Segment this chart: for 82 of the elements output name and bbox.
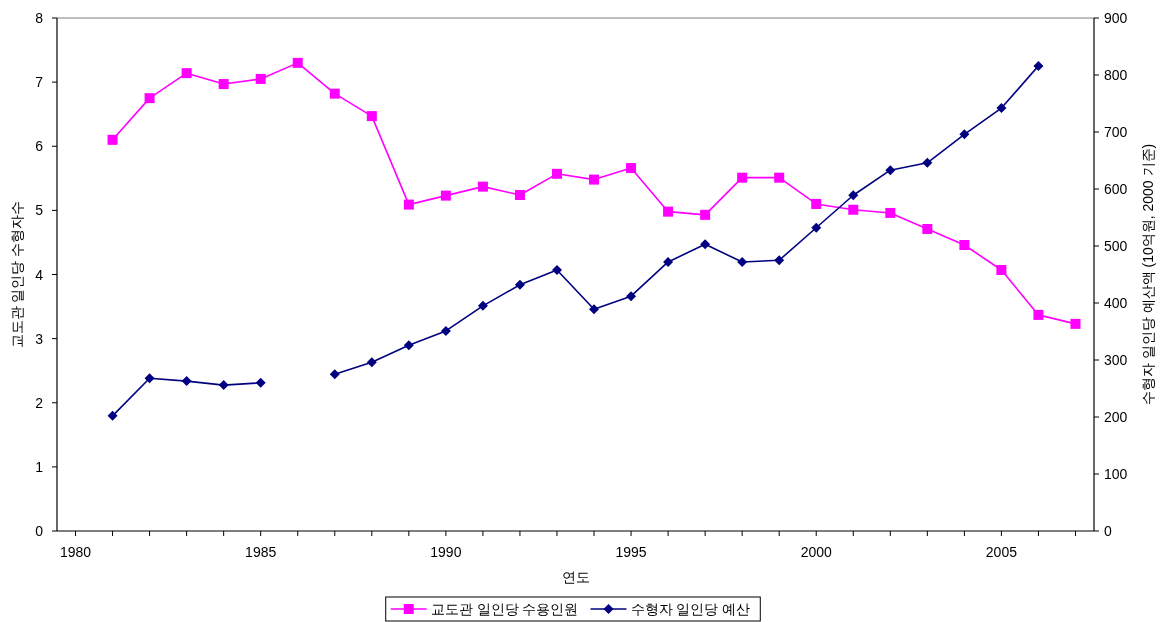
x-tick-label: 1980: [59, 544, 92, 560]
x-tick-label: 2000: [800, 544, 833, 560]
y-tick-label: 4: [35, 266, 44, 283]
point: [144, 373, 155, 384]
point: [218, 79, 229, 90]
point: [107, 134, 118, 145]
point: [885, 165, 896, 176]
point: [514, 189, 525, 200]
y-axis-title: 교도관 일인당 수형자수: [9, 200, 25, 349]
point: [440, 325, 451, 336]
legend-label: 수형자 일인당 예산: [630, 601, 751, 617]
y-tick-label: 7: [35, 74, 44, 91]
point: [218, 380, 229, 391]
point: [181, 68, 192, 79]
y-tick-label: 6: [35, 138, 44, 155]
point: [626, 163, 637, 174]
point: [329, 369, 340, 380]
point: [811, 222, 822, 233]
y-tick-label: 1: [35, 458, 44, 475]
point: [848, 190, 859, 201]
point: [774, 255, 785, 266]
y2-tick-label: 300: [1104, 352, 1128, 368]
point: [366, 111, 377, 122]
legend-label: 교도관 일인당 수용인원: [430, 601, 579, 617]
point: [737, 256, 748, 267]
point: [811, 198, 822, 209]
point: [292, 57, 303, 68]
point: [774, 172, 785, 183]
point: [440, 190, 451, 201]
y2-tick-label: 800: [1104, 67, 1128, 83]
point: [959, 129, 970, 140]
point: [181, 376, 192, 387]
y2-tick-label: 400: [1104, 295, 1128, 311]
x-tick-label: 1990: [430, 544, 462, 560]
x-tick-label: 1995: [615, 544, 647, 560]
point: [663, 256, 674, 267]
point: [551, 168, 562, 179]
point: [477, 300, 488, 311]
point: [589, 174, 600, 185]
y2-tick-label: 0: [1104, 523, 1112, 539]
point: [477, 181, 488, 192]
point: [144, 93, 155, 104]
point: [403, 340, 414, 351]
point: [514, 279, 525, 290]
point: [255, 73, 266, 84]
y-tick-label: 2: [35, 394, 44, 411]
point: [959, 240, 970, 250]
y2-axis-title: 수형자 일인당 예산액 (10억원, 2000 기준): [1140, 143, 1156, 406]
y-tick-label: 5: [35, 202, 44, 219]
point: [922, 223, 933, 234]
point: [996, 103, 1007, 114]
point: [107, 410, 118, 421]
point: [551, 264, 562, 275]
y-tick-label: 3: [35, 330, 44, 347]
y2-tick-label: 200: [1104, 409, 1128, 425]
y2-tick-label: 600: [1104, 181, 1128, 197]
y2-tick-label: 700: [1104, 124, 1128, 140]
point: [403, 199, 414, 210]
x-axis-title: 연도: [561, 569, 590, 585]
point: [848, 204, 859, 215]
point: [366, 357, 377, 368]
x-tick-label: 1985: [245, 544, 277, 560]
point: [700, 239, 711, 250]
point: [626, 291, 637, 302]
point: [1033, 309, 1044, 320]
y-tick-label: 0: [35, 523, 44, 539]
point: [885, 207, 896, 218]
point: [589, 304, 600, 315]
point: [329, 88, 340, 99]
point: [922, 157, 933, 168]
point: [1070, 318, 1081, 329]
y2-tick-label: 500: [1104, 238, 1128, 254]
y-tick-label: 8: [35, 10, 44, 26]
point: [996, 265, 1007, 276]
point: [255, 377, 266, 388]
point: [737, 172, 748, 183]
y2-tick-label: 100: [1104, 466, 1128, 482]
point: [700, 209, 711, 220]
x-tick-label: 2005: [985, 544, 1018, 560]
y2-tick-label: 900: [1104, 10, 1128, 26]
point: [663, 206, 674, 217]
point: [1033, 60, 1044, 71]
